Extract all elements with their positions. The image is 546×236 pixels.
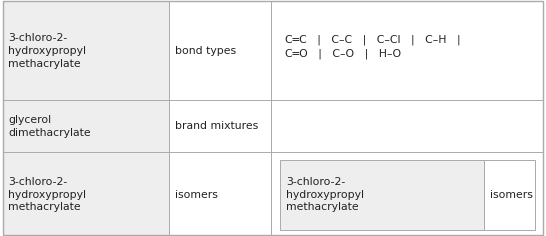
Text: isomers: isomers xyxy=(490,190,532,200)
Text: 3-chloro-2-
hydroxypropyl
methacrylate: 3-chloro-2- hydroxypropyl methacrylate xyxy=(8,33,86,68)
Text: glycerol
dimethacrylate: glycerol dimethacrylate xyxy=(8,115,91,138)
Text: 3-chloro-2-
hydroxypropyl
methacrylate: 3-chloro-2- hydroxypropyl methacrylate xyxy=(286,177,364,212)
Bar xyxy=(169,1,266,100)
Bar xyxy=(169,100,266,152)
Bar xyxy=(484,160,535,230)
Bar xyxy=(271,100,543,152)
Text: 3-chloro-2-
hydroxypropyl
methacrylate: 3-chloro-2- hydroxypropyl methacrylate xyxy=(8,177,86,212)
Text: bond types: bond types xyxy=(175,46,236,56)
Bar xyxy=(3,1,169,100)
Text: brand mixtures: brand mixtures xyxy=(175,121,258,131)
Bar xyxy=(271,152,543,236)
Bar xyxy=(169,152,266,236)
Bar xyxy=(3,100,169,152)
Text: C═C   |   C–C   |   C–Cl   |   C–H   |
C═O   |   C–O   |   H–O: C═C | C–C | C–Cl | C–H | C═O | C–O | H–O xyxy=(285,34,461,59)
Bar xyxy=(3,152,169,236)
Bar xyxy=(280,160,484,230)
Bar xyxy=(271,1,543,100)
Text: isomers: isomers xyxy=(175,190,217,200)
